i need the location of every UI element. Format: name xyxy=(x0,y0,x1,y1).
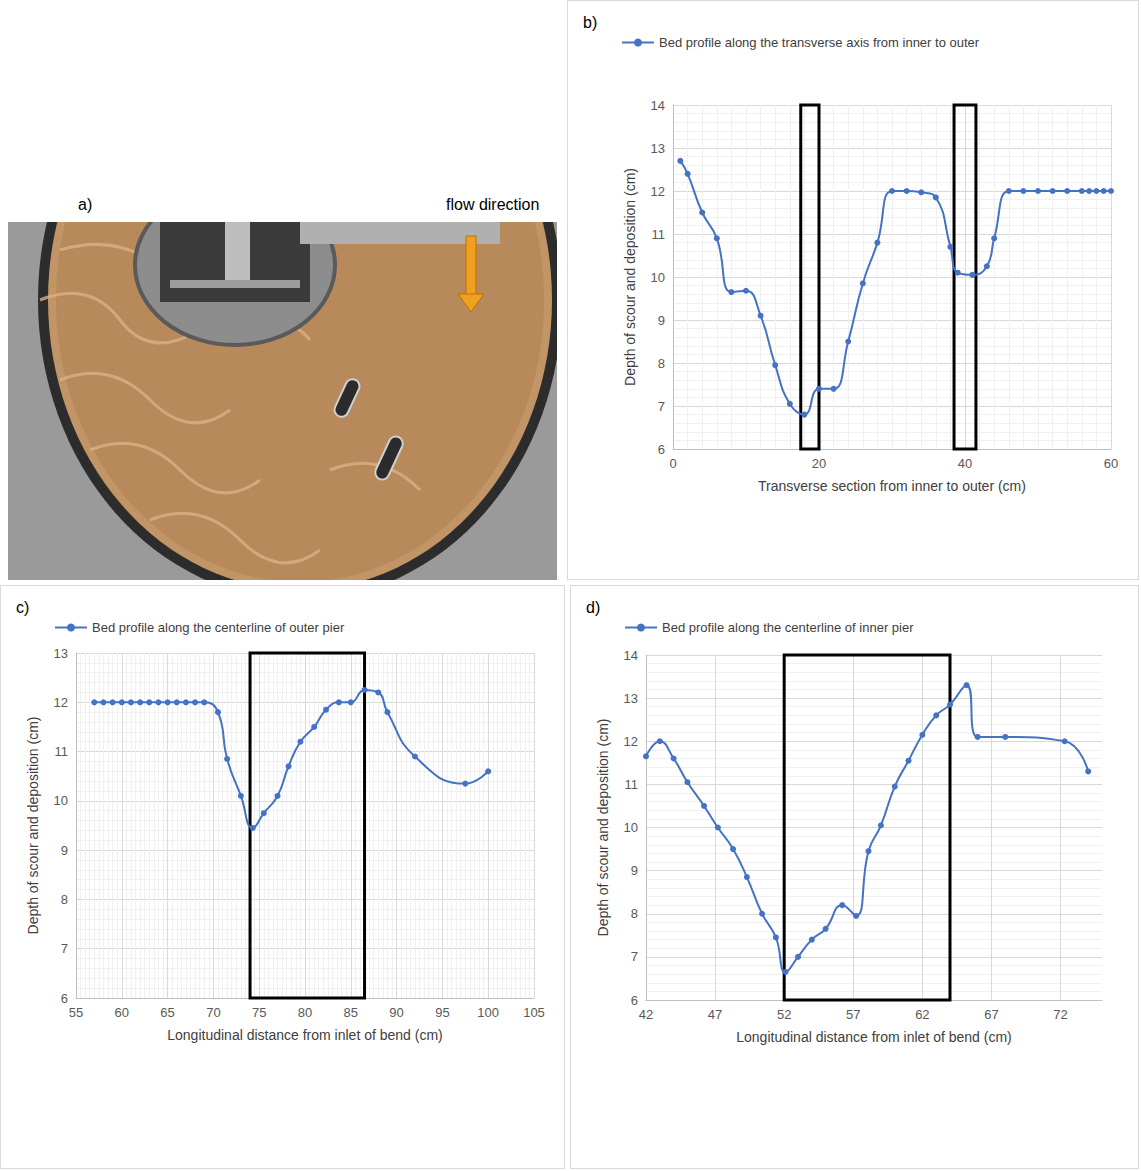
svg-text:11: 11 xyxy=(652,227,666,242)
svg-text:100: 100 xyxy=(477,1005,499,1020)
svg-text:10: 10 xyxy=(54,793,68,808)
svg-text:Depth of scour and deposition: Depth of scour and deposition (cm) xyxy=(622,168,638,386)
svg-text:47: 47 xyxy=(708,1007,722,1022)
svg-text:11: 11 xyxy=(55,744,69,759)
svg-text:57: 57 xyxy=(846,1007,860,1022)
svg-text:9: 9 xyxy=(658,313,665,328)
svg-text:62: 62 xyxy=(915,1007,929,1022)
svg-text:105: 105 xyxy=(523,1005,545,1020)
svg-text:10: 10 xyxy=(624,820,638,835)
svg-text:d): d) xyxy=(586,599,600,616)
svg-text:60: 60 xyxy=(1104,456,1118,471)
svg-text:10: 10 xyxy=(651,270,665,285)
svg-text:0: 0 xyxy=(669,456,676,471)
svg-text:12: 12 xyxy=(651,184,665,199)
svg-text:40: 40 xyxy=(958,456,972,471)
svg-text:13: 13 xyxy=(54,646,68,661)
svg-text:Depth of scour and deposition: Depth of scour and deposition (cm) xyxy=(595,719,611,937)
svg-text:42: 42 xyxy=(639,1007,653,1022)
svg-text:95: 95 xyxy=(435,1005,449,1020)
svg-text:7: 7 xyxy=(631,949,638,964)
svg-text:6: 6 xyxy=(61,991,68,1006)
svg-text:8: 8 xyxy=(61,892,68,907)
svg-text:a): a) xyxy=(78,196,92,213)
svg-text:Longitudinal distance from inl: Longitudinal distance from inlet of bend… xyxy=(736,1029,1011,1045)
svg-text:72: 72 xyxy=(1053,1007,1067,1022)
svg-text:Bed profile along the centerli: Bed profile along the centerline of inne… xyxy=(662,620,914,635)
svg-text:60: 60 xyxy=(115,1005,129,1020)
svg-text:85: 85 xyxy=(344,1005,358,1020)
svg-text:flow direction: flow direction xyxy=(446,196,539,213)
svg-text:14: 14 xyxy=(624,648,638,663)
svg-text:Transverse section from inner: Transverse section from inner to outer (… xyxy=(758,478,1026,494)
svg-text:9: 9 xyxy=(61,843,68,858)
svg-text:14: 14 xyxy=(651,98,665,113)
svg-text:13: 13 xyxy=(624,691,638,706)
svg-text:11: 11 xyxy=(625,777,639,792)
svg-text:Bed profile along the transver: Bed profile along the transverse axis fr… xyxy=(659,35,980,50)
svg-text:6: 6 xyxy=(658,442,665,457)
svg-text:52: 52 xyxy=(777,1007,791,1022)
svg-text:9: 9 xyxy=(631,863,638,878)
svg-text:55: 55 xyxy=(69,1005,83,1020)
svg-text:c): c) xyxy=(16,599,29,616)
svg-text:12: 12 xyxy=(54,695,68,710)
svg-text:67: 67 xyxy=(984,1007,998,1022)
svg-text:75: 75 xyxy=(252,1005,266,1020)
svg-text:12: 12 xyxy=(624,734,638,749)
svg-text:Depth of scour and deposition: Depth of scour and deposition (cm) xyxy=(25,717,41,935)
svg-text:65: 65 xyxy=(160,1005,174,1020)
svg-text:6: 6 xyxy=(631,993,638,1008)
svg-text:8: 8 xyxy=(658,356,665,371)
svg-text:80: 80 xyxy=(298,1005,312,1020)
svg-text:b): b) xyxy=(583,14,597,31)
svg-text:90: 90 xyxy=(389,1005,403,1020)
svg-text:70: 70 xyxy=(206,1005,220,1020)
svg-text:20: 20 xyxy=(812,456,826,471)
svg-text:Longitudinal distance from inl: Longitudinal distance from inlet of bend… xyxy=(167,1027,442,1043)
svg-text:7: 7 xyxy=(61,941,68,956)
svg-text:Bed profile along the centerli: Bed profile along the centerline of oute… xyxy=(92,620,345,635)
svg-text:8: 8 xyxy=(631,906,638,921)
svg-text:7: 7 xyxy=(658,399,665,414)
svg-text:13: 13 xyxy=(651,141,665,156)
